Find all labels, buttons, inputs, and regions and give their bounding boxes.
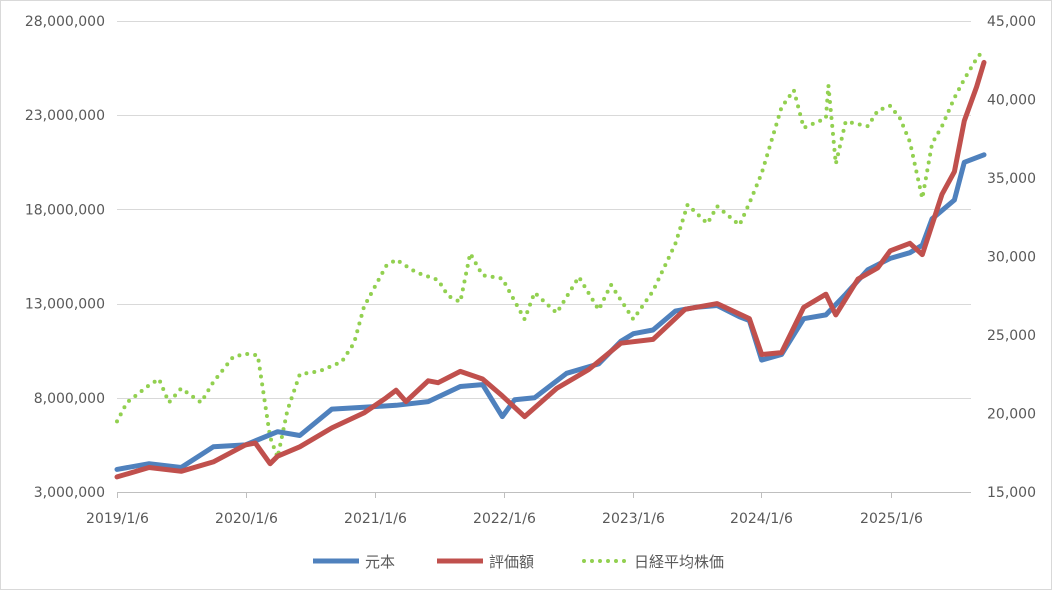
left-axis-tick-label: 13,000,000 <box>25 297 105 313</box>
left-axis-tick-label: 3,000,000 <box>34 485 105 501</box>
legend-label: 日経平均株価 <box>634 553 724 571</box>
left-axis-tick-labels: 3,000,000 8,000,000 13,000,000 18,000,000 23… <box>25 14 105 501</box>
right-axis-tick-label: 20,000 <box>987 407 1036 423</box>
right-axis-tick-label: 30,000 <box>987 250 1036 266</box>
x-axis: 2019/1/6 2020/1/6 2021/1/6 2022/1/6 2023/1/6… <box>86 492 971 527</box>
right-axis-tick-label: 25,000 <box>987 328 1036 344</box>
gridlines <box>117 22 971 493</box>
x-axis-tick-label: 2025/1/6 <box>860 511 923 527</box>
x-axis-tick-label: 2019/1/6 <box>86 511 149 527</box>
right-axis-tick-label: 15,000 <box>987 485 1036 501</box>
legend: 元本 評価額 日経平均株価 <box>313 553 724 571</box>
x-axis-tick-label: 2020/1/6 <box>215 511 278 527</box>
right-axis-tick-label: 35,000 <box>987 171 1036 187</box>
x-axis-tick-label: 2021/1/6 <box>344 511 407 527</box>
x-axis-tick-label: 2024/1/6 <box>730 511 793 527</box>
series-lines <box>117 49 984 477</box>
right-axis-tick-labels: 15,000 20,000 25,000 30,000 35,000 40,000 45,0… <box>987 14 1036 501</box>
left-axis-tick-label: 23,000,000 <box>25 108 105 124</box>
legend-label: 評価額 <box>489 553 534 571</box>
left-axis-tick-label: 18,000,000 <box>25 202 105 218</box>
x-axis-tick-label: 2022/1/6 <box>473 511 536 527</box>
right-axis-tick-label: 45,000 <box>987 14 1036 30</box>
series-line-0 <box>117 155 984 470</box>
series-line-1 <box>117 62 984 477</box>
legend-label: 元本 <box>365 553 395 571</box>
x-axis-tick-label: 2023/1/6 <box>602 511 665 527</box>
left-axis-tick-label: 28,000,000 <box>25 14 105 30</box>
right-axis-tick-label: 40,000 <box>987 93 1036 109</box>
left-axis-tick-label: 8,000,000 <box>34 391 105 407</box>
